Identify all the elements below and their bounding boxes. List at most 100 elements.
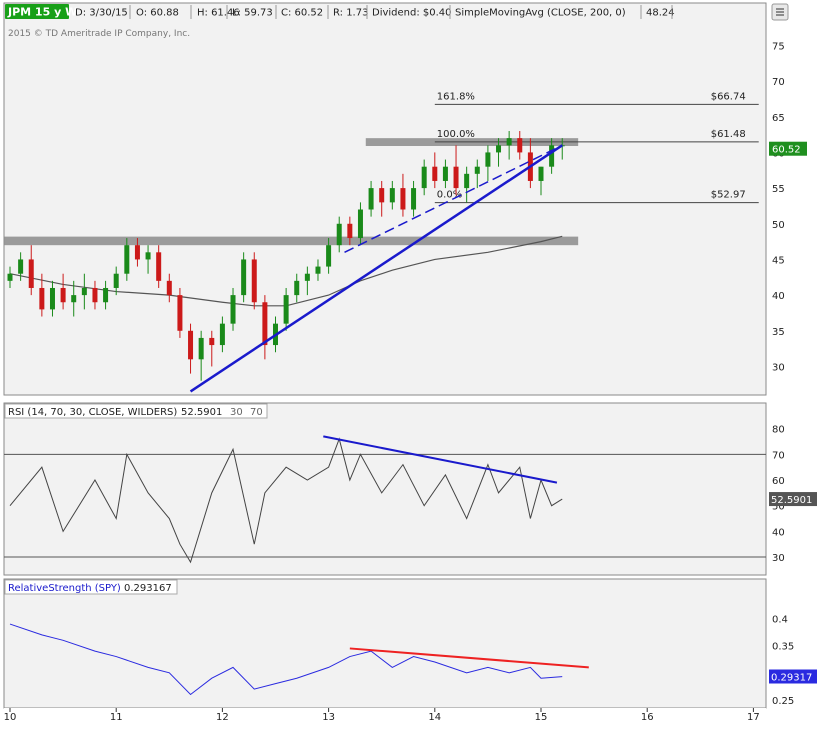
candle-up	[304, 273, 310, 281]
rsi-last-tag	[769, 492, 817, 507]
candle-down	[177, 295, 183, 331]
rs-line	[9, 623, 563, 696]
candle-up	[103, 287, 109, 303]
price-axis-tick: 50	[772, 220, 785, 231]
candle-down	[166, 280, 172, 296]
rs-title: RelativeStrength (SPY)	[8, 583, 121, 594]
rsi-header-box	[4, 403, 268, 419]
candle-down	[432, 166, 438, 181]
rsi-value: 52.5901	[181, 407, 222, 418]
candle-up	[326, 245, 332, 267]
fib-label: 100.0%	[437, 129, 475, 140]
candle-up	[294, 280, 300, 296]
candle-up	[81, 287, 87, 296]
rsi-trendline	[323, 435, 558, 484]
candle-down	[453, 166, 459, 189]
rs-last-tag	[769, 669, 817, 684]
time-axis-tick: 13	[322, 712, 335, 723]
rsi-title: RSI (14, 70, 30, CLOSE, WILDERS)	[8, 407, 177, 418]
fib-price-label: $52.97	[711, 190, 746, 201]
candle-up	[464, 173, 470, 189]
candle-down	[156, 252, 162, 281]
candle-up	[506, 138, 512, 146]
header-field-3: L: 59.73	[232, 8, 273, 19]
header-field-5: R: 1.73	[333, 8, 368, 19]
candle-up	[357, 209, 363, 239]
fib-price-label: $66.74	[711, 91, 746, 102]
time-axis-tick: 16	[641, 712, 654, 723]
rs-axis-tick: 0.25	[772, 696, 794, 707]
fib-price-label: $61.48	[711, 129, 746, 140]
rs-last-label: 0.29317	[771, 673, 812, 684]
candle-down	[28, 259, 34, 288]
candle-down	[39, 287, 45, 310]
rs-header-box	[4, 579, 178, 595]
candle-down	[134, 245, 140, 260]
sma-200-line	[9, 235, 563, 307]
rsi-level-label: 70	[250, 407, 263, 418]
header-field-4: C: 60.52	[281, 8, 323, 19]
candle-up	[421, 166, 427, 189]
price-axis-tick: 45	[772, 255, 785, 266]
resistance-zone	[4, 236, 579, 246]
price-axis-tick: 35	[772, 327, 785, 338]
rsi-level-label: 30	[230, 407, 243, 418]
price-axis-tick: 75	[772, 41, 785, 52]
candle-up	[442, 166, 448, 181]
candle-up	[124, 245, 130, 274]
candle-up	[389, 188, 395, 203]
candle-up	[241, 259, 247, 296]
candle-up	[496, 145, 502, 153]
rsi-axis-tick: 50	[772, 502, 785, 513]
candle-up	[474, 166, 480, 174]
symbol-label: JPM 15 y W	[7, 6, 77, 19]
rsi-axis-tick: 70	[772, 450, 785, 461]
candle-up	[538, 166, 544, 181]
copyright-text: 2015 © TD Ameritrade IP Company, Inc.	[8, 29, 190, 39]
candle-up	[49, 287, 55, 310]
header-field-1: O: 60.88	[136, 8, 179, 19]
header-field-6: Dividend: $0.40	[372, 8, 452, 19]
rsi-line	[9, 437, 563, 564]
candle-up	[7, 273, 13, 281]
candle-down	[188, 330, 194, 360]
fib-label: 161.8%	[437, 91, 475, 102]
symbol-box[interactable]	[5, 4, 69, 19]
header-field-2: H: 61.46	[197, 8, 240, 19]
rsi-axis-tick: 40	[772, 527, 785, 538]
candle-down	[209, 337, 215, 346]
uptrend-line-dashed	[344, 144, 563, 253]
last-price-tag	[769, 141, 807, 156]
candle-down	[379, 188, 385, 203]
price-axis-tick: 55	[772, 184, 785, 195]
candle-up	[18, 259, 24, 274]
candle-down	[60, 287, 66, 303]
rsi-axis-tick: 60	[772, 476, 785, 487]
rsi-axis-tick: 80	[772, 425, 785, 436]
candle-up	[368, 188, 374, 210]
candle-up	[283, 295, 289, 324]
price-panel	[3, 2, 767, 396]
rs-axis-tick: 0.35	[772, 642, 794, 653]
candle-up	[336, 223, 342, 246]
header-field-0: D: 3/30/15	[75, 8, 128, 19]
candle-up	[145, 252, 151, 260]
time-axis-tick: 11	[110, 712, 123, 723]
header-field-8: 48.24	[646, 8, 675, 19]
time-axis-band	[4, 708, 766, 725]
candle-down	[262, 302, 268, 346]
candle-up	[230, 295, 236, 324]
rs-panel	[3, 578, 767, 709]
candle-up	[411, 188, 417, 210]
header-field-7: SimpleMovingAvg (CLOSE, 200, 0)	[455, 8, 626, 19]
candle-down	[400, 188, 406, 210]
time-axis-tick: 17	[747, 712, 760, 723]
rs-value: 0.293167	[124, 583, 172, 594]
rs-trendline	[349, 647, 589, 669]
candle-up	[71, 295, 77, 303]
candle-down	[92, 287, 98, 303]
rsi-last-label: 52.5901	[771, 495, 812, 506]
price-axis-tick: 70	[772, 77, 785, 88]
